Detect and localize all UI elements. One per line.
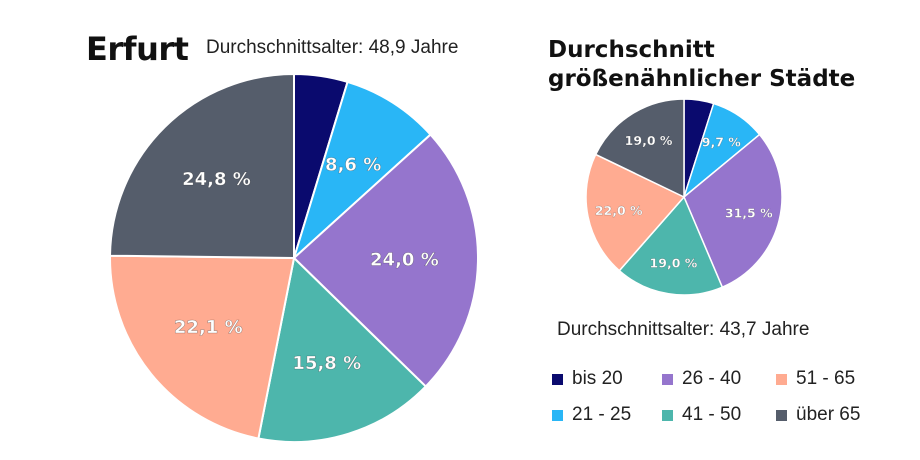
legend-label: 21 - 25: [572, 404, 632, 425]
average-age-comparison: Durchschnittsalter: 43,7 Jahre: [557, 319, 810, 340]
legend-item-51-65: 51 - 65: [776, 368, 855, 390]
legend-swatch-26-40: [662, 373, 673, 385]
legend-label: 41 - 50: [682, 404, 742, 425]
pie-slice-21-25: [291, 80, 432, 262]
legend-swatch-21-25: [552, 409, 563, 421]
pie-slice-41-50: [618, 195, 724, 296]
legend-swatch-bis-20: [552, 373, 563, 385]
pie-slice-ueber-65: [594, 98, 685, 199]
legend-label: 51 - 65: [796, 368, 856, 389]
average-age-erfurt: Durchschnittsalter: 48,9 Jahre: [206, 37, 459, 58]
legend-item-41-50: 41 - 50: [662, 404, 741, 426]
data-label-ueber-65: 24,8 %: [182, 169, 251, 190]
legend-label: 26 - 40: [682, 368, 742, 389]
legend-item-26-40: 26 - 40: [662, 368, 741, 390]
pie-slice-26-40: [683, 133, 783, 289]
legend-item-21-25: 21 - 25: [552, 404, 631, 426]
data-label-26-40: 31,5 %: [725, 205, 773, 220]
data-label-41-50: 19,0 %: [650, 255, 698, 270]
chart-title-erfurt: Erfurt: [86, 30, 189, 68]
legend-label: über 65: [796, 404, 861, 425]
legend-item-bis-20: bis 20: [552, 368, 623, 390]
data-label-26-40: 24,0 %: [370, 250, 439, 271]
data-label-ueber-65: 19,0 %: [625, 133, 673, 148]
pie-slice-51-65: [109, 254, 296, 440]
pie-slice-41-50: [257, 255, 428, 443]
data-label-51-65: 22,1 %: [174, 317, 243, 338]
pie-comparison: 9,7 % 31,5 % 19,0 % 22,0 % 19,0 %: [585, 98, 783, 296]
chart-title-comparison: Durchschnitt größenähnlicher Städte: [548, 37, 856, 92]
pie-slice-ueber-65: [109, 72, 295, 260]
data-label-21-25: 9,7 %: [702, 134, 741, 149]
legend-label: bis 20: [572, 368, 623, 389]
data-label-21-25: 8,6 %: [325, 154, 381, 175]
legend-swatch-51-65: [776, 373, 787, 385]
legend-item-ueber-65: über 65: [776, 404, 860, 426]
pie-erfurt: 8,6 % 24,0 % 15,8 % 22,1 % 24,8 %: [109, 72, 479, 443]
data-label-51-65: 22,0 %: [595, 203, 643, 218]
legend-swatch-ueber-65: [776, 409, 787, 421]
pie-slice-51-65: [585, 153, 686, 272]
data-label-41-50: 15,8 %: [292, 353, 361, 374]
legend-swatch-41-50: [662, 409, 673, 421]
pie-slice-26-40: [292, 133, 479, 388]
